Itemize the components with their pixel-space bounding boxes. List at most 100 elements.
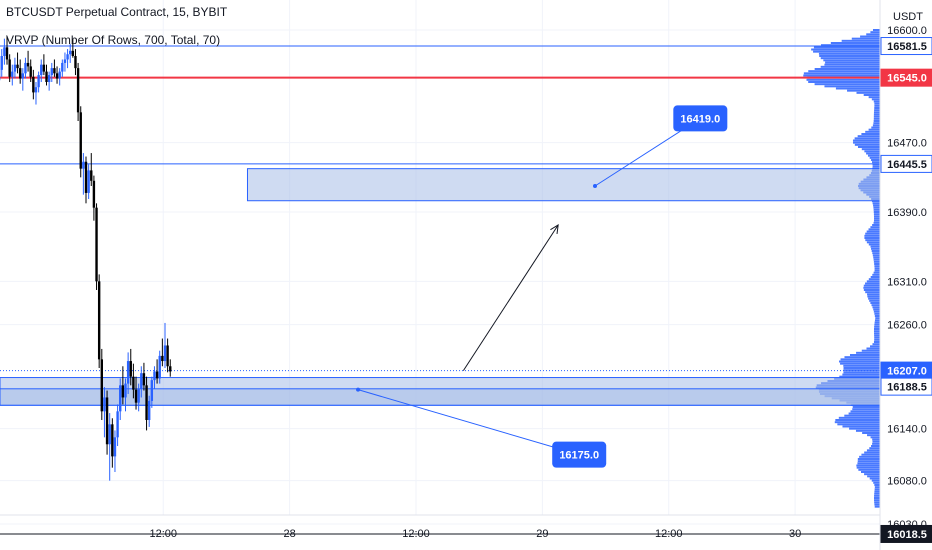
candle-body [45,71,48,82]
volume-profile-bar [871,250,880,252]
candle-body [71,50,75,56]
price-tick-label: 16260.0 [887,320,927,332]
volume-profile-bar [843,371,880,374]
volume-profile-bar [806,78,880,81]
zone-rectangle[interactable] [246,168,881,202]
price-tick-label: 16470.0 [887,138,927,150]
volume-profile-bar [875,317,880,320]
volume-profile-bar [813,46,880,49]
candle-body [13,64,17,72]
volume-profile-bar [864,237,880,239]
volume-profile-bar [818,52,880,55]
volume-profile-bar [811,48,880,51]
volume-profile-bar [872,442,880,445]
volume-profile-bar [874,325,880,328]
volume-profile-bar [866,33,880,36]
volume-profile-bar [865,239,880,242]
trend-arrow-line[interactable] [462,224,559,371]
horizontal-lines[interactable] [0,45,880,535]
volume-profile [803,29,880,508]
candle-body [29,66,32,77]
candle-body [26,62,30,67]
volume-profile-bar [825,61,880,64]
volume-profile-bar [873,213,880,216]
symbol-legend[interactable]: BTCUSDT Perpetual Contract, 15, BYBIT [6,5,228,19]
volume-profile-bar [808,81,880,83]
candle-body [126,361,130,384]
volume-profile-bar [814,83,880,86]
indicator-legend[interactable]: VRVP (Number Of Rows, 700, Total, 70) [6,33,221,47]
volume-profile-bar [871,304,880,307]
volume-profile-bar [874,338,880,341]
price-tag-label: 16207.0 [887,366,927,378]
callout-anchor[interactable] [593,184,598,188]
volume-profile-bar [873,215,880,218]
volume-profile-bar [873,211,880,213]
candle-body [76,68,80,113]
volume-profile-bar [813,50,880,53]
volume-profile-bar [869,156,880,159]
volume-profile-bar [854,137,880,140]
candle-body [97,281,101,360]
volume-profile-bar [830,42,880,44]
volume-profile-bar [874,336,880,339]
price-tag-box [880,37,932,56]
candle-body [84,161,88,193]
candle-body [158,355,161,379]
candle-body [161,355,164,362]
candle-body [3,47,6,56]
price-tag-label: 16581.5 [887,41,927,53]
volume-profile-bar [803,72,880,75]
volume-profile-bar [808,70,880,73]
candle-body [58,71,61,79]
volume-profile-bar [856,464,880,467]
volume-profile-bar [824,63,880,66]
callout-tag[interactable] [552,441,607,468]
volume-profile-bar [874,102,880,105]
volume-profile-bar [874,217,880,220]
volume-profile-bar [873,260,880,263]
drawings[interactable]: 16419.0 16175.0 [356,105,728,468]
volume-profile-bar [872,124,880,127]
volume-profile-bar [857,460,880,463]
candle-body [92,180,96,208]
volume-profile-bar [852,408,880,411]
volume-profile-bar [848,412,880,415]
price-tick-label: 16600.0 [887,25,927,37]
volume-profile-bar [850,410,880,413]
time-tick-label: 29 [536,528,548,540]
volume-profile-bar [872,224,880,226]
volume-profile-bar [866,230,880,233]
candle-body [124,383,127,398]
candle-body [111,424,114,457]
volume-profile-bar [868,96,880,99]
volume-profile-bar [868,228,880,231]
candle-body [8,59,11,77]
volume-profile-bar [866,449,880,452]
volume-profile-bar [872,440,880,443]
zones[interactable] [0,168,881,406]
volume-profile-bar [865,130,880,133]
time-axis[interactable]: 12:00 28 12:00 29 12:00 30 [0,514,880,540]
volume-profile-bar [873,497,880,499]
volume-profile-bar [849,427,880,430]
volume-profile-bar [868,128,880,131]
volume-profile-bar [820,57,880,60]
volume-profile-bar [873,330,880,333]
candles [0,36,172,481]
price-tag-label: 16188.5 [887,382,927,394]
time-tick-label: 12:00 [655,528,683,540]
volume-profile-bar [872,306,880,309]
volume-profile-bar [874,334,880,337]
callout-tag[interactable] [673,105,728,132]
candle-body [79,112,82,169]
callout-anchor[interactable] [356,387,361,392]
volume-profile-bar [863,284,880,287]
callout-line[interactable] [357,389,580,456]
candle-body [74,56,77,69]
trend-arrow-head[interactable] [550,224,559,234]
zone-rectangle[interactable] [0,388,881,406]
volume-profile-bar [871,479,880,482]
volume-profile-bar [863,94,880,96]
